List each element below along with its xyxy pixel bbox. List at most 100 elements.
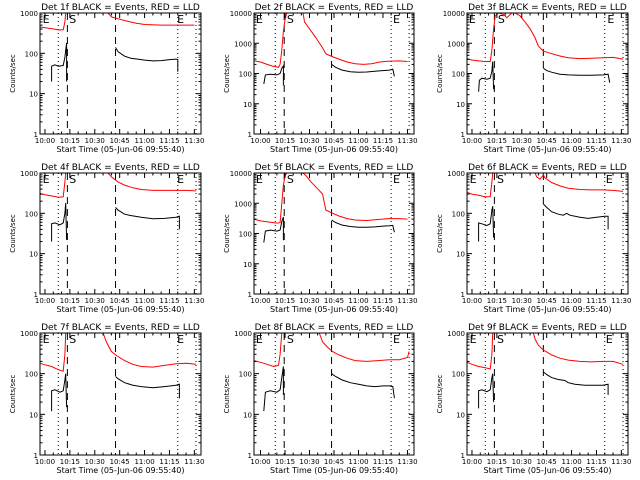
x-tick-label: 10:00: [250, 137, 270, 145]
series-events: [478, 61, 611, 92]
interval-marker-e: E: [256, 333, 263, 346]
interval-marker-s: S: [69, 173, 76, 186]
x-tick-label: 10:30: [85, 137, 105, 145]
y-tick-label: 10: [243, 411, 252, 419]
x-tick-label: 10:30: [299, 137, 319, 145]
plot-frame: [466, 332, 629, 456]
y-tick-label: 10: [29, 251, 38, 259]
y-tick-label: 1: [34, 452, 38, 460]
x-tick-label: 11:15: [159, 297, 179, 305]
x-tick-label: 11:00: [134, 458, 154, 466]
x-tick-label: 11:00: [348, 137, 368, 145]
x-tick-label: 10:15: [275, 458, 295, 466]
y-tick-label: 100: [452, 71, 465, 79]
y-tick-label: 1: [461, 131, 465, 139]
x-tick-label: 10:30: [299, 297, 319, 305]
series-lld: [253, 332, 410, 368]
x-axis-title: Start Time (05-Jun-06 09:55:40): [57, 466, 185, 475]
x-tick-label: 10:00: [35, 137, 55, 145]
x-axis-title: Start Time (05-Jun-06 09:55:40): [484, 466, 612, 475]
x-tick-label: 11:15: [586, 137, 606, 145]
y-tick-label: 1: [461, 291, 465, 299]
x-tick-label: 11:00: [561, 458, 581, 466]
x-axis-title: Start Time (05-Jun-06 09:55:40): [484, 305, 612, 314]
interval-marker-e: E: [43, 333, 50, 346]
x-tick-label: 10:30: [512, 297, 532, 305]
y-tick-label: 10000: [230, 10, 252, 18]
x-tick-label: 10:45: [110, 297, 130, 305]
x-tick-label: 11:00: [134, 297, 154, 305]
series-lld: [253, 172, 408, 224]
y-tick-label: 10: [29, 91, 38, 99]
interval-marker-s: S: [497, 333, 504, 346]
y-axis-title: Counts/sec: [436, 214, 444, 253]
x-axis-title: Start Time (05-Jun-06 09:55:40): [270, 466, 398, 475]
y-tick-label: 1000: [447, 40, 465, 48]
x-tick-label: 10:45: [110, 137, 130, 145]
interval-marker-e: E: [177, 173, 184, 186]
interval-marker-s: S: [287, 333, 294, 346]
x-tick-label: 10:00: [462, 137, 482, 145]
panel-title: Det 6f BLACK = Events, RED = LLD: [468, 163, 627, 173]
y-tick-label: 100: [452, 371, 465, 379]
plot-frame: [466, 172, 629, 295]
interval-marker-e: E: [393, 173, 400, 186]
x-axis-title: Start Time (05-Jun-06 09:55:40): [270, 305, 398, 314]
y-tick-label: 100: [25, 371, 38, 379]
interval-marker-s: S: [497, 173, 504, 186]
y-tick-label: 1: [461, 452, 465, 460]
series-lld: [39, 172, 197, 198]
x-tick-label: 11:15: [373, 297, 393, 305]
x-tick-label: 10:30: [299, 458, 319, 466]
x-tick-label: 11:00: [134, 137, 154, 145]
y-tick-label: 1000: [447, 330, 465, 338]
interval-marker-e: E: [606, 333, 613, 346]
x-tick-label: 10:15: [275, 137, 295, 145]
x-tick-label: 11:15: [586, 297, 606, 305]
x-tick-label: 11:15: [373, 137, 393, 145]
x-tick-label: 11:15: [586, 458, 606, 466]
panel-title: Det 3f BLACK = Events, RED = LLD: [468, 3, 627, 13]
y-axis-title: Counts/sec: [9, 375, 17, 414]
x-tick-label: 11:30: [397, 297, 417, 305]
x-axis-title: Start Time (05-Jun-06 09:55:40): [270, 145, 398, 154]
y-tick-label: 1: [248, 452, 252, 460]
interval-marker-e: E: [256, 13, 263, 26]
plot-frame: [253, 12, 415, 135]
x-tick-label: 10:45: [537, 297, 557, 305]
y-tick-label: 100: [239, 71, 252, 79]
y-tick-label: 1000: [20, 10, 38, 18]
y-tick-label: 100: [239, 371, 252, 379]
x-tick-label: 10:00: [250, 458, 270, 466]
x-tick-label: 10:15: [487, 137, 507, 145]
y-axis-title: Counts/sec: [223, 54, 231, 93]
interval-marker-e: E: [177, 333, 184, 346]
interval-marker-e: E: [470, 173, 477, 186]
x-tick-label: 10:15: [487, 297, 507, 305]
y-tick-label: 10: [456, 411, 465, 419]
x-tick-label: 10:30: [85, 458, 105, 466]
panel-title: Det 9f BLACK = Events, RED = LLD: [468, 323, 627, 333]
x-tick-label: 11:00: [561, 297, 581, 305]
x-tick-label: 10:45: [324, 458, 344, 466]
y-tick-label: 100: [25, 50, 38, 58]
x-tick-label: 10:15: [275, 297, 295, 305]
y-tick-label: 10000: [230, 170, 252, 178]
y-tick-label: 10000: [443, 10, 465, 18]
x-tick-label: 11:30: [184, 458, 204, 466]
y-tick-label: 1000: [447, 170, 465, 178]
x-tick-label: 10:15: [60, 458, 80, 466]
x-axis-title: Start Time (05-Jun-06 09:55:40): [57, 305, 185, 314]
interval-marker-e: E: [256, 173, 263, 186]
x-tick-label: 10:15: [60, 297, 80, 305]
y-tick-label: 100: [25, 210, 38, 218]
series-lld: [253, 12, 408, 68]
y-tick-label: 1: [248, 291, 252, 299]
panel-title: Det 1f BLACK = Events, RED = LLD: [41, 3, 200, 13]
